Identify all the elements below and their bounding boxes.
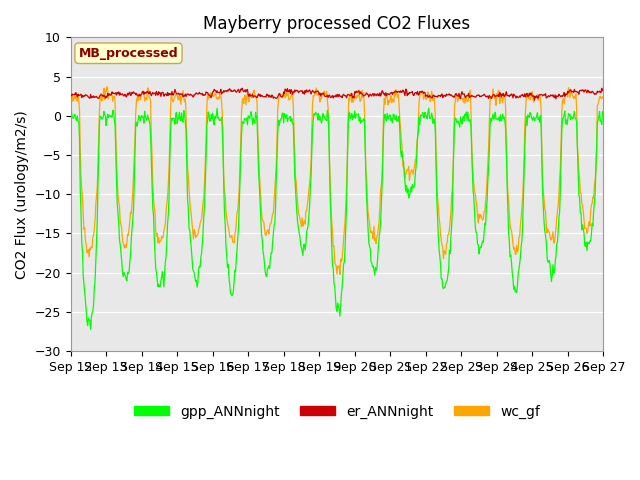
Title: Mayberry processed CO2 Fluxes: Mayberry processed CO2 Fluxes [204, 15, 470, 33]
Y-axis label: CO2 Flux (urology/m2/s): CO2 Flux (urology/m2/s) [15, 110, 29, 278]
Line: wc_gf: wc_gf [70, 87, 602, 275]
Legend: gpp_ANNnight, er_ANNnight, wc_gf: gpp_ANNnight, er_ANNnight, wc_gf [129, 399, 545, 424]
Text: MB_processed: MB_processed [79, 47, 179, 60]
Line: er_ANNnight: er_ANNnight [70, 88, 602, 100]
Line: gpp_ANNnight: gpp_ANNnight [70, 108, 602, 329]
